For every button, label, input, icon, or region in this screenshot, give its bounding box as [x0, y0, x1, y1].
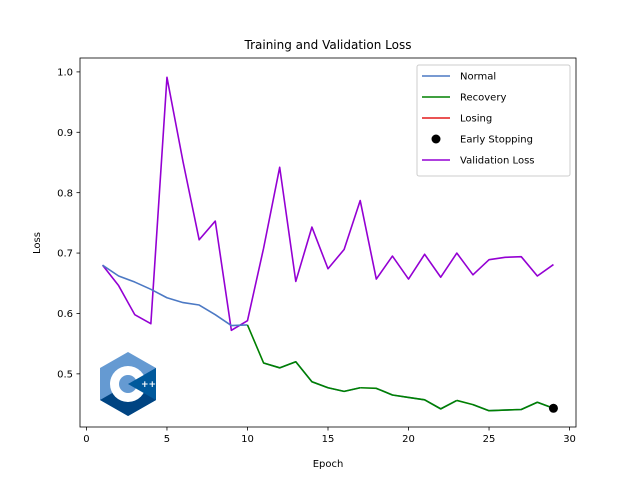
legend: Normal Recovery Losing Early Stopping Valida… — [416, 64, 571, 177]
legend-label-losing: Losing — [460, 114, 492, 125]
legend-label-normal: Normal — [460, 72, 496, 83]
cpp-logo-c-cut — [128, 368, 156, 400]
x-tick-label: 10 — [241, 434, 254, 445]
legend-marker-early-stopping — [431, 134, 441, 144]
series-line-recovery — [456, 399, 554, 412]
x-axis-label: Epoch — [313, 459, 344, 470]
y-tick-label: 0.9 — [57, 128, 73, 139]
legend-label-validation-loss: Validation Loss — [460, 156, 535, 167]
x-tick-label: 30 — [563, 434, 576, 445]
x-tick-label: 5 — [164, 434, 170, 445]
x-tick-label: 15 — [322, 434, 335, 445]
x-tick-label: 25 — [483, 434, 496, 445]
x-tick-label: 20 — [402, 434, 415, 445]
y-tick-label: 0.8 — [57, 188, 73, 199]
y-axis-label: Loss — [32, 232, 43, 254]
y-tick-label: 1.0 — [57, 67, 73, 78]
chart-title: Training and Validation Loss — [244, 38, 412, 52]
early-stopping-marker — [548, 403, 558, 413]
series-line-recovery — [360, 386, 458, 410]
y-tick-label: 0.6 — [57, 309, 73, 320]
cpp-logo-plus: ++ — [141, 380, 156, 390]
x-tick-label: 0 — [83, 434, 89, 445]
legend-box — [416, 64, 571, 177]
series-line-recovery — [246, 324, 361, 393]
axes: 0 5 10 15 20 25 30 0.5 0.6 0.7 0.8 0.9 1.0 — [57, 57, 577, 445]
series-layer — [101, 76, 558, 413]
legend-label-early-stopping: Early Stopping — [460, 135, 533, 146]
y-tick-label: 0.5 — [57, 369, 73, 380]
legend-label-recovery: Recovery — [460, 93, 506, 104]
cpp-logo: ++ — [100, 352, 156, 416]
y-tick-label: 0.7 — [57, 249, 73, 260]
